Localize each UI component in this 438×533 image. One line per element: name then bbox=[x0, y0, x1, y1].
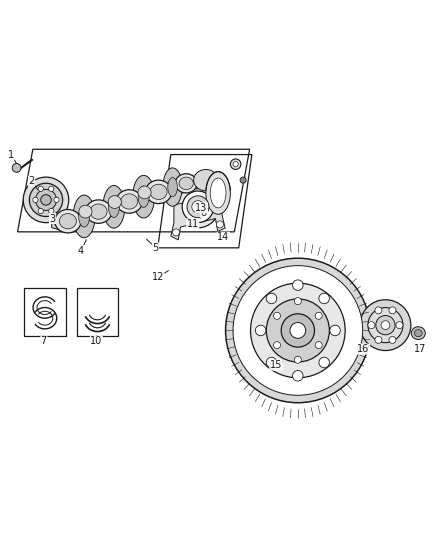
Circle shape bbox=[389, 307, 396, 314]
Circle shape bbox=[315, 312, 322, 319]
Circle shape bbox=[38, 208, 43, 214]
Text: 7: 7 bbox=[41, 336, 47, 346]
Circle shape bbox=[240, 177, 246, 183]
Ellipse shape bbox=[150, 184, 167, 199]
Polygon shape bbox=[171, 196, 225, 240]
Ellipse shape bbox=[79, 205, 92, 218]
Circle shape bbox=[281, 314, 314, 347]
Circle shape bbox=[266, 357, 277, 368]
Circle shape bbox=[192, 200, 204, 213]
Ellipse shape bbox=[411, 327, 425, 340]
Text: 14: 14 bbox=[217, 232, 230, 242]
Circle shape bbox=[41, 195, 51, 205]
Ellipse shape bbox=[168, 177, 177, 197]
Text: 16: 16 bbox=[357, 344, 370, 354]
Circle shape bbox=[396, 321, 403, 329]
Ellipse shape bbox=[90, 204, 107, 219]
Circle shape bbox=[29, 183, 63, 216]
Ellipse shape bbox=[79, 206, 89, 227]
Circle shape bbox=[293, 370, 303, 381]
Ellipse shape bbox=[109, 196, 119, 217]
Ellipse shape bbox=[116, 190, 142, 213]
Circle shape bbox=[273, 312, 280, 319]
Circle shape bbox=[294, 356, 301, 364]
Polygon shape bbox=[196, 174, 206, 189]
Ellipse shape bbox=[85, 200, 112, 223]
Text: 12: 12 bbox=[152, 272, 164, 282]
Ellipse shape bbox=[163, 168, 182, 206]
Text: 17: 17 bbox=[414, 344, 427, 354]
Circle shape bbox=[319, 357, 329, 368]
Circle shape bbox=[293, 280, 303, 290]
Circle shape bbox=[251, 283, 345, 378]
Circle shape bbox=[38, 186, 43, 191]
Ellipse shape bbox=[55, 209, 81, 233]
Circle shape bbox=[233, 161, 238, 167]
Circle shape bbox=[226, 258, 370, 403]
Circle shape bbox=[23, 177, 69, 223]
Bar bbox=[24, 288, 66, 336]
Circle shape bbox=[381, 321, 390, 329]
Circle shape bbox=[315, 342, 322, 349]
Circle shape bbox=[290, 322, 306, 338]
Text: 10: 10 bbox=[90, 336, 102, 346]
Circle shape bbox=[255, 325, 266, 336]
Ellipse shape bbox=[138, 186, 149, 207]
Ellipse shape bbox=[133, 175, 155, 218]
Circle shape bbox=[233, 265, 363, 395]
Ellipse shape bbox=[59, 214, 76, 229]
Bar bbox=[77, 288, 118, 336]
Circle shape bbox=[368, 308, 403, 343]
Text: 13: 13 bbox=[195, 203, 208, 213]
Circle shape bbox=[266, 299, 329, 362]
Circle shape bbox=[182, 191, 214, 223]
Circle shape bbox=[177, 186, 219, 228]
Circle shape bbox=[187, 196, 209, 218]
Circle shape bbox=[49, 208, 54, 214]
Ellipse shape bbox=[414, 329, 422, 337]
Circle shape bbox=[376, 316, 395, 335]
Circle shape bbox=[33, 197, 38, 203]
Text: 11: 11 bbox=[187, 219, 199, 229]
Circle shape bbox=[216, 221, 223, 228]
Ellipse shape bbox=[120, 194, 138, 209]
Circle shape bbox=[35, 189, 57, 211]
Text: 2: 2 bbox=[28, 176, 35, 186]
Ellipse shape bbox=[108, 196, 121, 208]
Circle shape bbox=[375, 307, 382, 314]
Ellipse shape bbox=[103, 185, 125, 228]
Circle shape bbox=[375, 336, 382, 343]
Text: 5: 5 bbox=[152, 243, 159, 253]
Ellipse shape bbox=[175, 174, 197, 193]
Circle shape bbox=[389, 336, 396, 343]
Ellipse shape bbox=[73, 195, 95, 238]
Text: 15: 15 bbox=[270, 360, 282, 370]
Ellipse shape bbox=[194, 169, 218, 191]
Text: 3: 3 bbox=[49, 214, 56, 223]
Circle shape bbox=[230, 159, 241, 169]
Polygon shape bbox=[52, 217, 64, 231]
Ellipse shape bbox=[179, 177, 193, 190]
Circle shape bbox=[273, 342, 280, 349]
Circle shape bbox=[49, 186, 54, 191]
Circle shape bbox=[173, 229, 180, 236]
Circle shape bbox=[330, 325, 340, 336]
Circle shape bbox=[368, 321, 375, 329]
Circle shape bbox=[294, 297, 301, 305]
Ellipse shape bbox=[206, 172, 230, 214]
Circle shape bbox=[12, 164, 21, 172]
Circle shape bbox=[266, 293, 277, 304]
Text: 6: 6 bbox=[201, 208, 207, 218]
Circle shape bbox=[54, 197, 59, 203]
Circle shape bbox=[319, 293, 329, 304]
Ellipse shape bbox=[138, 186, 151, 199]
Circle shape bbox=[360, 300, 411, 351]
Ellipse shape bbox=[210, 178, 226, 208]
Text: 1: 1 bbox=[8, 150, 14, 159]
Ellipse shape bbox=[145, 180, 172, 204]
Text: 4: 4 bbox=[78, 246, 84, 255]
